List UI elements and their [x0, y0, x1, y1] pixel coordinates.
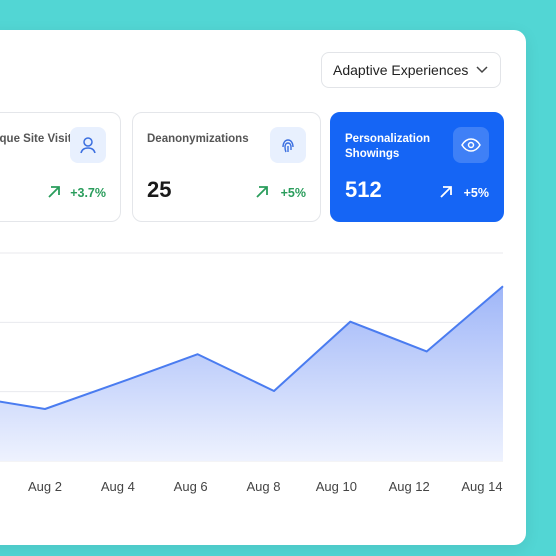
- x-tick-label: Aug 6: [174, 479, 208, 494]
- card-value: 25: [147, 177, 172, 202]
- icon: [453, 127, 489, 163]
- card-change: +5%: [463, 186, 489, 200]
- chevron: [476, 66, 488, 74]
- arrow: [440, 186, 452, 198]
- card-value: 512: [345, 177, 382, 202]
- card[interactable]: Unique Site Visitors 5 +3.7%: [0, 112, 121, 222]
- icon: [270, 127, 306, 163]
- card-change: +3.7%: [70, 186, 106, 200]
- x-tick-label: Aug 4: [101, 479, 135, 494]
- card-change: +5%: [280, 186, 306, 200]
- x-tick-label: Aug 12: [389, 479, 430, 494]
- x-tick-label: Aug 2: [28, 479, 62, 494]
- x-tick-label: Aug 8: [247, 479, 281, 494]
- dropdown[interactable]: Adaptive Experiences: [321, 52, 501, 88]
- card-label: Deanonymizations: [147, 133, 249, 145]
- arrow: [256, 186, 268, 198]
- x-tick-label: Aug 14: [461, 479, 502, 494]
- icon: [70, 127, 106, 163]
- area: [0, 286, 503, 461]
- line: [0, 285, 504, 410]
- card-label: Unique Site Visitors: [0, 133, 90, 145]
- card[interactable]: Deanonymizations 25 +5%: [132, 112, 321, 222]
- x-tick-label: Aug 10: [316, 479, 357, 494]
- card[interactable]: Personalization Showings 512 +5%: [330, 112, 504, 222]
- dropdown-label: Adaptive Experiences: [333, 62, 469, 78]
- card-label: Personalization Showings: [345, 133, 430, 160]
- arrow: [48, 186, 60, 198]
